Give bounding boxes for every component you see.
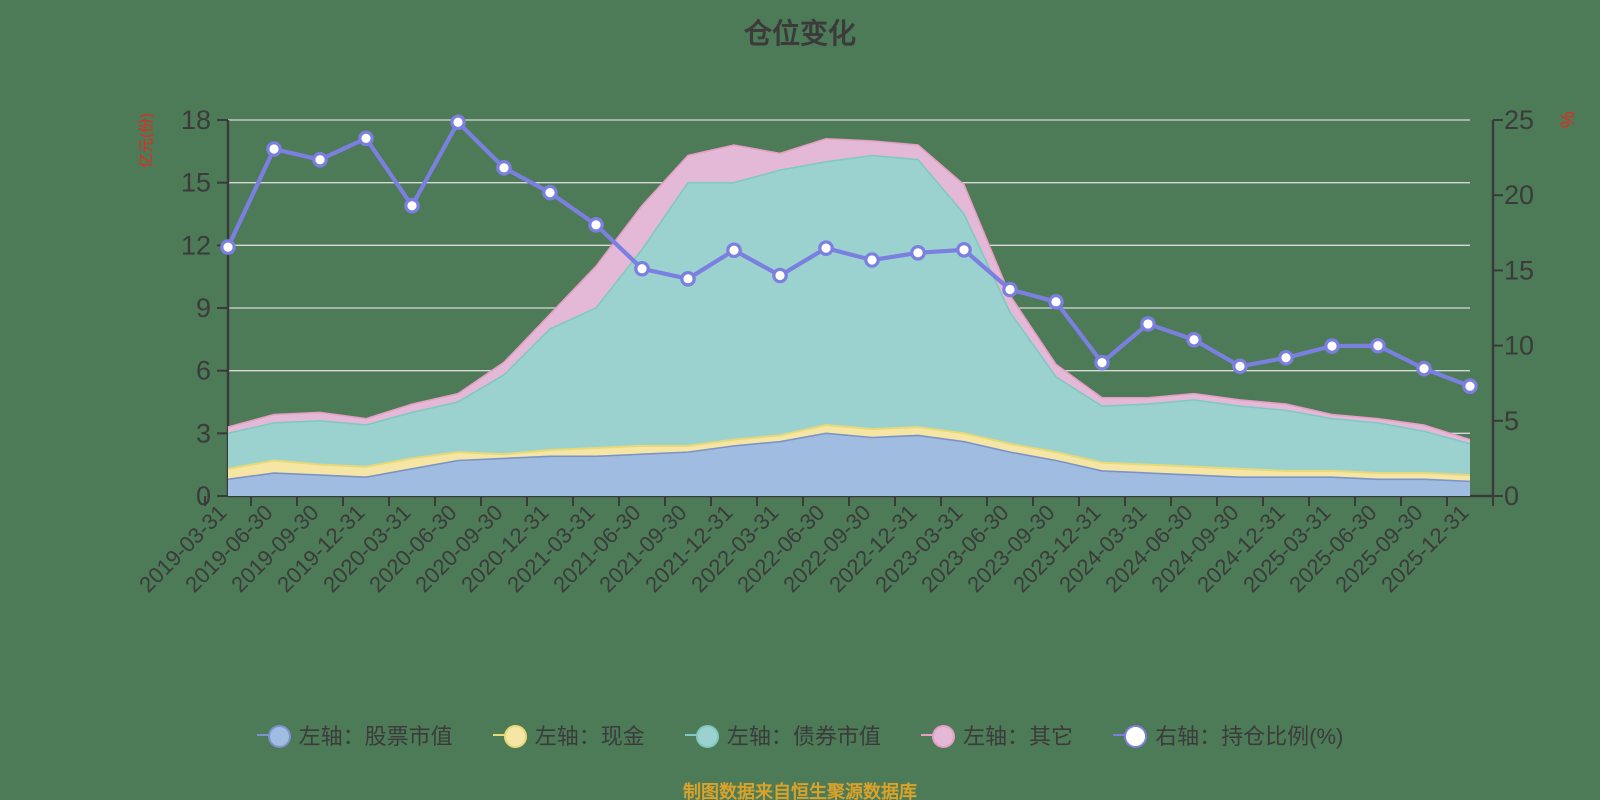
svg-text:0: 0 xyxy=(1504,481,1519,511)
svg-text:12: 12 xyxy=(181,230,211,260)
svg-text:9: 9 xyxy=(196,293,211,323)
svg-text:15: 15 xyxy=(181,168,211,198)
svg-text:20: 20 xyxy=(1504,180,1534,210)
svg-text:5: 5 xyxy=(1504,406,1519,436)
svg-text:15: 15 xyxy=(1504,255,1534,285)
svg-text:25: 25 xyxy=(1504,105,1534,135)
svg-text:18: 18 xyxy=(181,105,211,135)
svg-text:10: 10 xyxy=(1504,331,1534,361)
svg-text:3: 3 xyxy=(196,418,211,448)
svg-text:6: 6 xyxy=(196,356,211,386)
